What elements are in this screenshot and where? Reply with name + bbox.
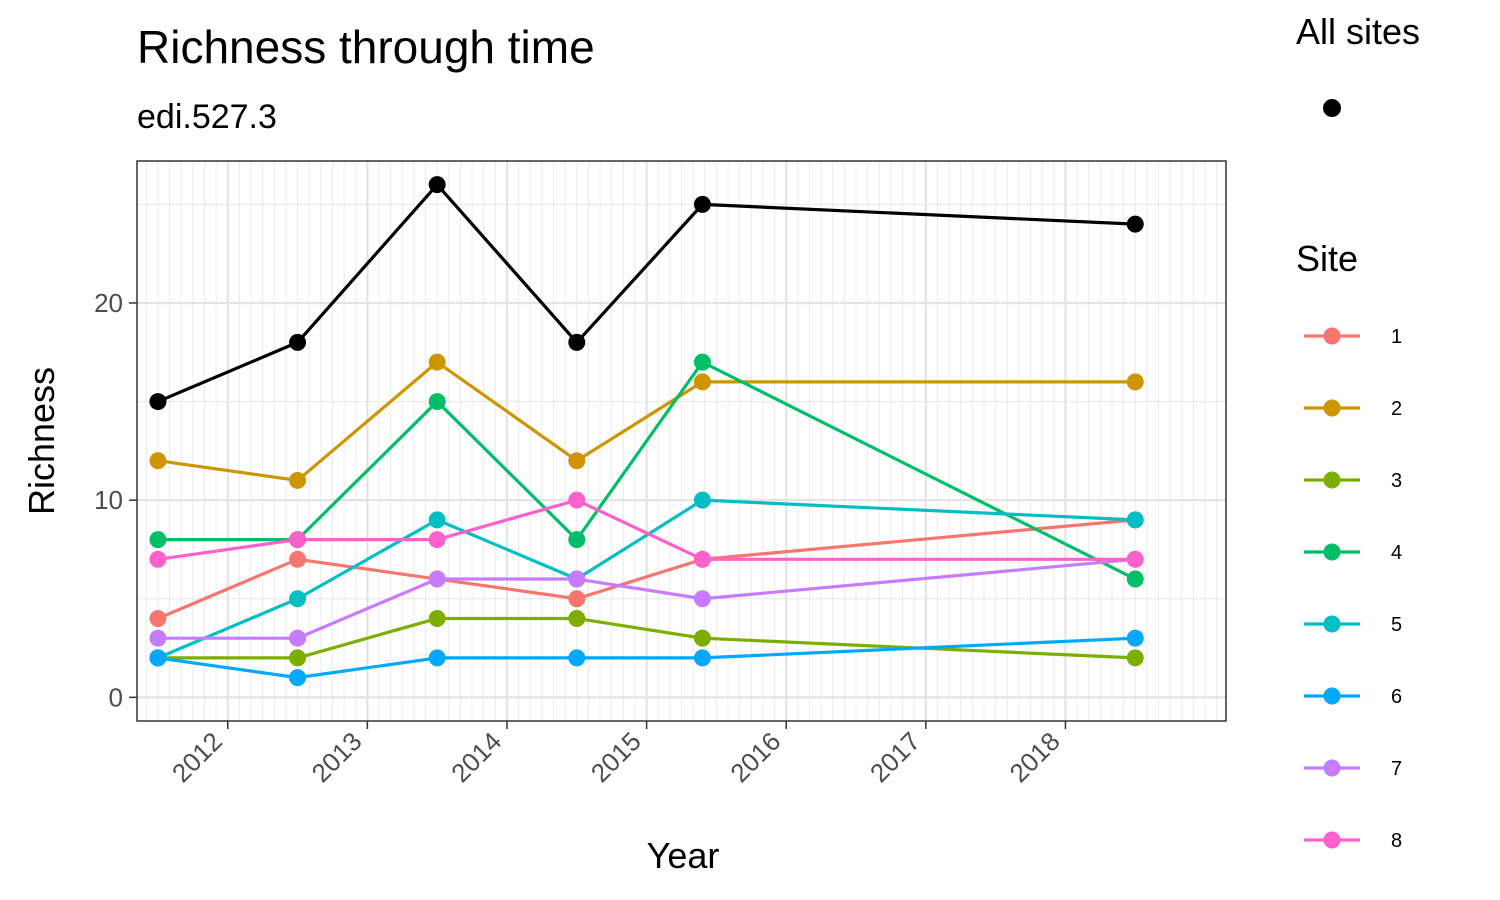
point-site-5 [1126, 511, 1144, 529]
legend-label-site-2: 2 [1391, 398, 1402, 420]
point-site-4 [1126, 570, 1144, 588]
point-site-3 [693, 629, 711, 647]
series-line-site-5 [157, 498, 1136, 660]
y-axis-title: Richness [21, 367, 62, 515]
point-site-8 [428, 531, 446, 549]
point-site-3 [568, 609, 586, 627]
point-site-2 [289, 471, 307, 489]
series-line-site-4 [157, 360, 1136, 581]
legend-label-site-4: 4 [1391, 542, 1402, 564]
plot-panel-border [136, 160, 1227, 722]
x-tick-label: 2015 [585, 726, 647, 788]
x-tick-label: 2018 [1004, 726, 1066, 788]
series-line-site-6 [157, 636, 1136, 680]
point-site-4 [428, 393, 446, 411]
legend-key-point-site-8 [1323, 831, 1341, 849]
point-site-8 [1126, 550, 1144, 568]
series-line-site-1 [157, 518, 1136, 620]
legend-label-site-8: 8 [1391, 830, 1402, 852]
point-site-7 [428, 570, 446, 588]
point-site-6 [1126, 629, 1144, 647]
x-tick-label: 2017 [864, 726, 926, 788]
x-tick-label: 2014 [445, 726, 507, 788]
legend-key-point-site-1 [1323, 327, 1341, 345]
point-site-6 [149, 649, 167, 667]
point-site-6 [568, 649, 586, 667]
point-site-8 [149, 550, 167, 568]
point-site-7 [693, 590, 711, 608]
point-site-2 [568, 452, 586, 470]
legend-key-point-site-2 [1323, 399, 1341, 417]
point-site-7 [149, 629, 167, 647]
legend-site-title: Site [1296, 238, 1358, 279]
y-tick-label: 20 [94, 288, 123, 318]
x-axis-title: Year [647, 835, 720, 876]
point-site-7 [289, 629, 307, 647]
y-tick-label: 0 [109, 682, 123, 712]
series-line-site-2 [157, 360, 1136, 483]
legend-key-point-site-3 [1323, 471, 1341, 489]
legend-label-site-3: 3 [1391, 470, 1402, 492]
legend-label-site-1: 1 [1391, 326, 1402, 348]
chart-subtitle: edi.527.3 [137, 98, 277, 136]
legend-key-point-site-5 [1323, 615, 1341, 633]
x-tick-label: 2013 [305, 726, 367, 788]
point-all-sites [693, 195, 711, 213]
legend-all-sites-title: All sites [1296, 11, 1420, 52]
x-tick-label: 2012 [166, 726, 228, 788]
point-site-4 [693, 353, 711, 371]
point-site-3 [289, 649, 307, 667]
point-site-2 [149, 452, 167, 470]
series-lines [157, 183, 1136, 680]
point-all-sites [428, 176, 446, 194]
point-site-4 [149, 531, 167, 549]
data-points [149, 176, 1144, 687]
legend-all-sites-marker [1323, 99, 1341, 117]
legend-label-site-7: 7 [1391, 758, 1402, 780]
point-site-1 [149, 609, 167, 627]
x-tick-label: 2016 [724, 726, 786, 788]
point-site-2 [693, 373, 711, 391]
legend-key-point-site-6 [1323, 687, 1341, 705]
point-site-1 [289, 550, 307, 568]
point-all-sites [149, 393, 167, 411]
legend-key-point-site-7 [1323, 759, 1341, 777]
point-site-5 [693, 491, 711, 509]
series-line-site-3 [157, 616, 1136, 660]
point-site-5 [289, 590, 307, 608]
point-all-sites [568, 333, 586, 351]
y-tick-label: 10 [94, 485, 123, 515]
series-line-all-sites [157, 183, 1136, 404]
point-site-2 [1126, 373, 1144, 391]
legend-key-point-site-4 [1323, 543, 1341, 561]
point-all-sites [1126, 215, 1144, 233]
point-site-3 [1126, 649, 1144, 667]
point-site-6 [428, 649, 446, 667]
point-all-sites [289, 333, 307, 351]
point-site-2 [428, 353, 446, 371]
point-site-8 [289, 531, 307, 549]
point-site-6 [693, 649, 711, 667]
site-legend: 1 2 3 4 5 6 7 8 [1304, 326, 1402, 852]
point-site-4 [568, 531, 586, 549]
point-site-8 [693, 550, 711, 568]
point-site-8 [568, 491, 586, 509]
legend-label-site-6: 6 [1391, 686, 1402, 708]
series-line-site-8 [157, 498, 1136, 561]
point-site-7 [568, 570, 586, 588]
legend-label-site-5: 5 [1391, 614, 1402, 636]
point-site-3 [428, 609, 446, 627]
point-site-6 [289, 669, 307, 687]
point-site-1 [568, 590, 586, 608]
point-site-5 [428, 511, 446, 529]
chart-title: Richness through time [137, 21, 595, 73]
series-line-site-7 [157, 557, 1136, 640]
